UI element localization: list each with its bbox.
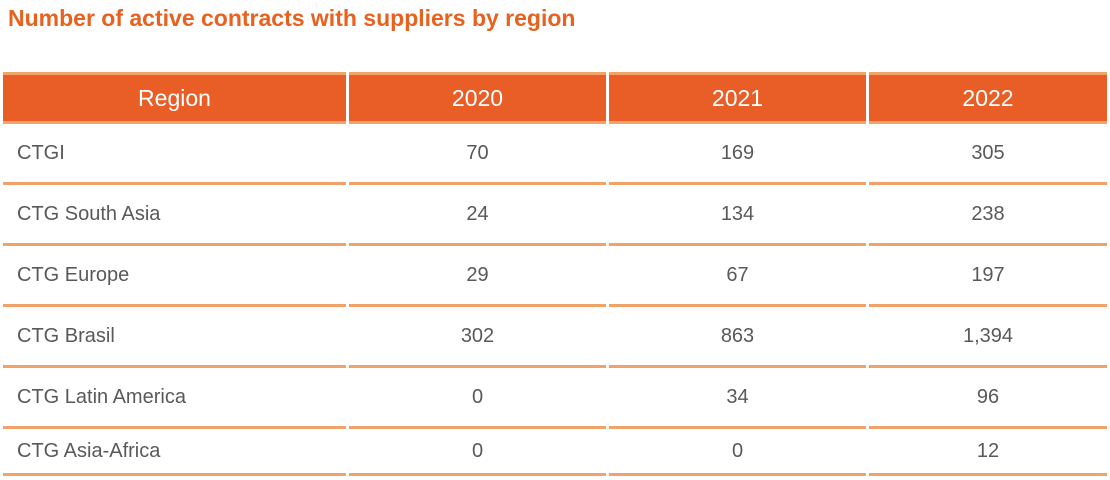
value-cell: 34 <box>609 368 866 429</box>
value-cell: 863 <box>609 307 866 368</box>
page-title: Number of active contracts with supplier… <box>8 5 576 31</box>
table-row: CTG Europe 29 67 197 <box>3 246 1107 307</box>
table-row: CTGI 70 169 305 <box>3 124 1107 185</box>
value-cell: 96 <box>869 368 1107 429</box>
value-cell: 305 <box>869 124 1107 185</box>
region-cell: CTG Latin America <box>3 368 346 429</box>
column-header-2020: 2020 <box>349 72 606 124</box>
value-cell: 238 <box>869 185 1107 246</box>
value-cell: 70 <box>349 124 606 185</box>
value-cell: 12 <box>869 429 1107 476</box>
region-cell: CTGI <box>3 124 346 185</box>
region-cell: CTG Asia-Africa <box>3 429 346 476</box>
value-cell: 302 <box>349 307 606 368</box>
column-header-2022: 2022 <box>869 72 1107 124</box>
contracts-table: Region 2020 2021 2022 CTGI 70 169 305 CT… <box>0 72 1110 476</box>
region-cell: CTG Europe <box>3 246 346 307</box>
region-cell: CTG South Asia <box>3 185 346 246</box>
region-cell: CTG Brasil <box>3 307 346 368</box>
value-cell: 24 <box>349 185 606 246</box>
column-header-2021: 2021 <box>609 72 866 124</box>
value-cell: 197 <box>869 246 1107 307</box>
value-cell: 67 <box>609 246 866 307</box>
table-row: CTG Latin America 0 34 96 <box>3 368 1107 429</box>
table-header-row: Region 2020 2021 2022 <box>3 72 1107 124</box>
value-cell: 0 <box>609 429 866 476</box>
value-cell: 0 <box>349 368 606 429</box>
table-row: CTG South Asia 24 134 238 <box>3 185 1107 246</box>
value-cell: 29 <box>349 246 606 307</box>
column-header-region: Region <box>3 72 346 124</box>
value-cell: 134 <box>609 185 866 246</box>
table-row: CTG Asia-Africa 0 0 12 <box>3 429 1107 476</box>
value-cell: 169 <box>609 124 866 185</box>
value-cell: 1,394 <box>869 307 1107 368</box>
table-row: CTG Brasil 302 863 1,394 <box>3 307 1107 368</box>
value-cell: 0 <box>349 429 606 476</box>
